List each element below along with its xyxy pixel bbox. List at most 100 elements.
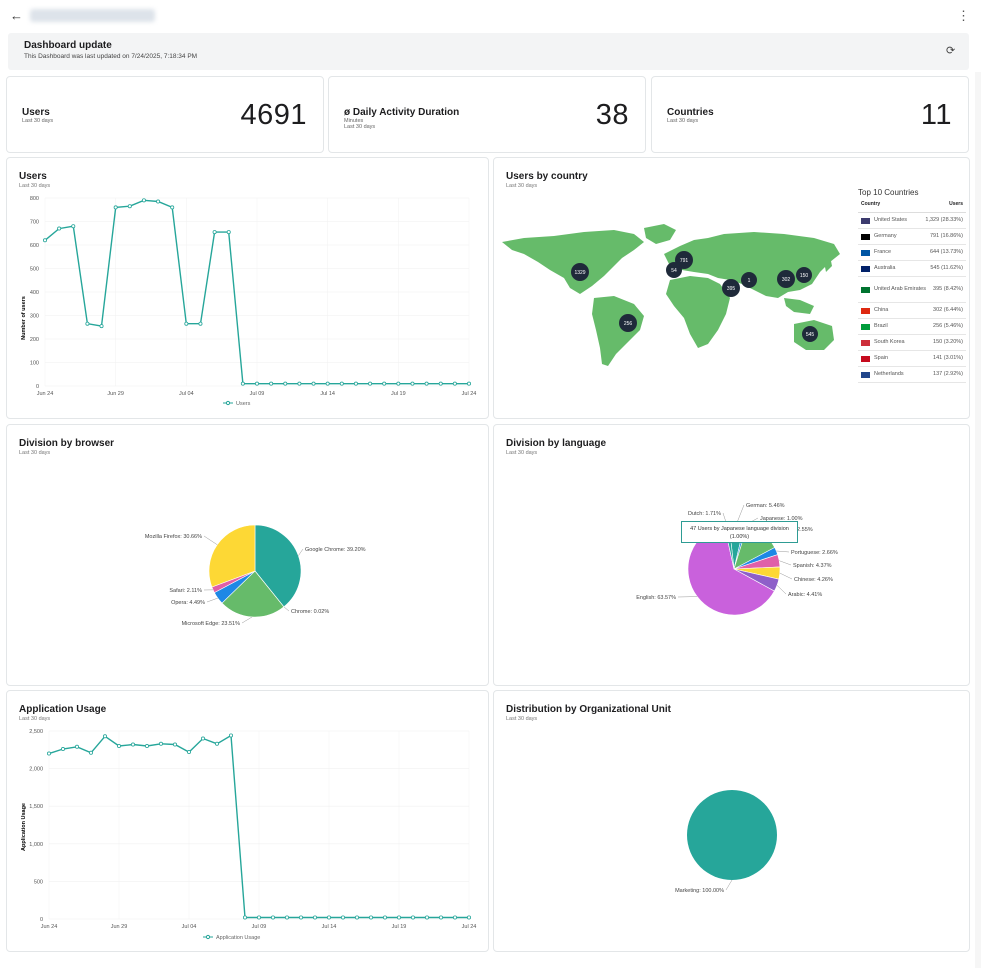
map-marker[interactable] — [571, 263, 589, 281]
data-point[interactable] — [214, 741, 219, 746]
data-point[interactable] — [71, 224, 76, 229]
data-point[interactable] — [354, 915, 359, 920]
data-point[interactable] — [85, 321, 90, 326]
slice-label: Spanish: 4.37% — [793, 563, 832, 569]
data-point[interactable] — [75, 744, 80, 749]
data-point[interactable] — [89, 750, 94, 755]
data-point[interactable] — [57, 226, 62, 231]
data-point[interactable] — [256, 915, 261, 920]
data-point[interactable] — [339, 381, 344, 386]
data-point[interactable] — [269, 381, 274, 386]
data-point[interactable] — [298, 915, 303, 920]
data-point[interactable] — [61, 747, 66, 752]
data-point[interactable] — [297, 381, 302, 386]
legend-label[interactable]: Application Usage — [216, 935, 260, 941]
table-row[interactable]: China 302 (6.44%) — [858, 303, 966, 319]
data-point[interactable] — [127, 204, 132, 209]
data-point[interactable] — [382, 915, 387, 920]
slice-label: Safari: 2.11% — [169, 588, 202, 594]
table-row[interactable]: United Arab Emirates 395 (8.42%) — [858, 277, 966, 303]
data-point[interactable] — [312, 915, 317, 920]
data-point[interactable] — [131, 742, 136, 747]
data-point[interactable] — [466, 915, 471, 920]
data-point[interactable] — [184, 321, 189, 326]
data-point[interactable] — [240, 381, 245, 386]
data-point[interactable] — [325, 381, 330, 386]
data-point[interactable] — [113, 205, 118, 210]
data-point[interactable] — [99, 324, 104, 329]
data-point[interactable] — [117, 744, 122, 749]
data-point[interactable] — [410, 915, 415, 920]
data-point[interactable] — [158, 741, 163, 746]
data-point[interactable] — [47, 751, 52, 756]
pie-slice[interactable] — [687, 790, 777, 880]
legend-label[interactable]: Users — [236, 401, 251, 407]
data-point[interactable] — [424, 915, 429, 920]
data-point[interactable] — [198, 321, 203, 326]
map-marker[interactable] — [619, 314, 637, 332]
data-point[interactable] — [452, 381, 457, 386]
data-point[interactable] — [284, 915, 289, 920]
refresh-icon[interactable]: ⟳ — [946, 45, 956, 57]
y-tick-label: 100 — [30, 361, 39, 367]
data-point[interactable] — [452, 915, 457, 920]
data-point[interactable] — [311, 381, 316, 386]
data-point[interactable] — [186, 750, 191, 755]
kebab-menu-icon[interactable]: ⋮ — [957, 8, 970, 23]
data-point[interactable] — [144, 744, 149, 749]
table-row[interactable]: Netherlands 137 (2.92%) — [858, 367, 966, 383]
country-users: 302 (6.44%) — [933, 307, 963, 313]
map-marker[interactable] — [666, 262, 682, 278]
data-point[interactable] — [200, 736, 205, 741]
data-point[interactable] — [424, 381, 429, 386]
country-name: Germany — [874, 233, 897, 239]
data-point[interactable] — [228, 733, 233, 738]
card-title: Users — [19, 171, 47, 182]
data-point[interactable] — [340, 915, 345, 920]
table-row[interactable]: Germany 791 (16.86%) — [858, 229, 966, 245]
back-arrow-icon[interactable]: ← — [10, 8, 23, 23]
data-point[interactable] — [254, 381, 259, 386]
data-point[interactable] — [103, 734, 108, 739]
data-point[interactable] — [212, 230, 217, 235]
map-marker[interactable] — [796, 267, 812, 283]
map-marker[interactable] — [741, 272, 757, 288]
data-point[interactable] — [382, 381, 387, 386]
data-point[interactable] — [438, 381, 443, 386]
data-point[interactable] — [156, 199, 161, 204]
scrollbar[interactable] — [975, 72, 981, 968]
data-point[interactable] — [368, 381, 373, 386]
table-row[interactable]: South Korea 150 (3.20%) — [858, 335, 966, 351]
data-point[interactable] — [396, 381, 401, 386]
data-point[interactable] — [326, 915, 331, 920]
pie-slice[interactable] — [221, 570, 285, 618]
map-japan — [824, 256, 832, 272]
data-point[interactable] — [466, 381, 471, 386]
table-row[interactable]: United States 1,329 (28.33%) — [858, 213, 966, 229]
data-point[interactable] — [141, 198, 146, 203]
data-point[interactable] — [368, 915, 373, 920]
banner-subtitle: This Dashboard was last updated on 7/24/… — [24, 53, 198, 60]
data-point[interactable] — [396, 915, 401, 920]
map-marker[interactable] — [777, 270, 795, 288]
map-marker[interactable] — [722, 279, 740, 297]
table-row[interactable]: France 644 (13.73%) — [858, 245, 966, 261]
data-point[interactable] — [226, 230, 231, 235]
data-point[interactable] — [43, 238, 48, 243]
data-point[interactable] — [270, 915, 275, 920]
map-marker[interactable] — [802, 326, 818, 342]
legend-marker — [205, 934, 211, 940]
x-tick-label: Jun 24 — [41, 924, 58, 930]
table-row[interactable]: Spain 141 (3.01%) — [858, 351, 966, 367]
data-point[interactable] — [242, 915, 247, 920]
table-row[interactable]: Australia 545 (11.62%) — [858, 261, 966, 277]
data-point[interactable] — [172, 742, 177, 747]
data-point[interactable] — [170, 205, 175, 210]
table-title: Top 10 Countries — [858, 188, 919, 197]
data-point[interactable] — [410, 381, 415, 386]
data-point[interactable] — [438, 915, 443, 920]
data-point[interactable] — [353, 381, 358, 386]
table-row[interactable]: Brazil 256 (5.46%) — [858, 319, 966, 335]
data-point[interactable] — [283, 381, 288, 386]
pie-slice[interactable] — [254, 524, 302, 608]
